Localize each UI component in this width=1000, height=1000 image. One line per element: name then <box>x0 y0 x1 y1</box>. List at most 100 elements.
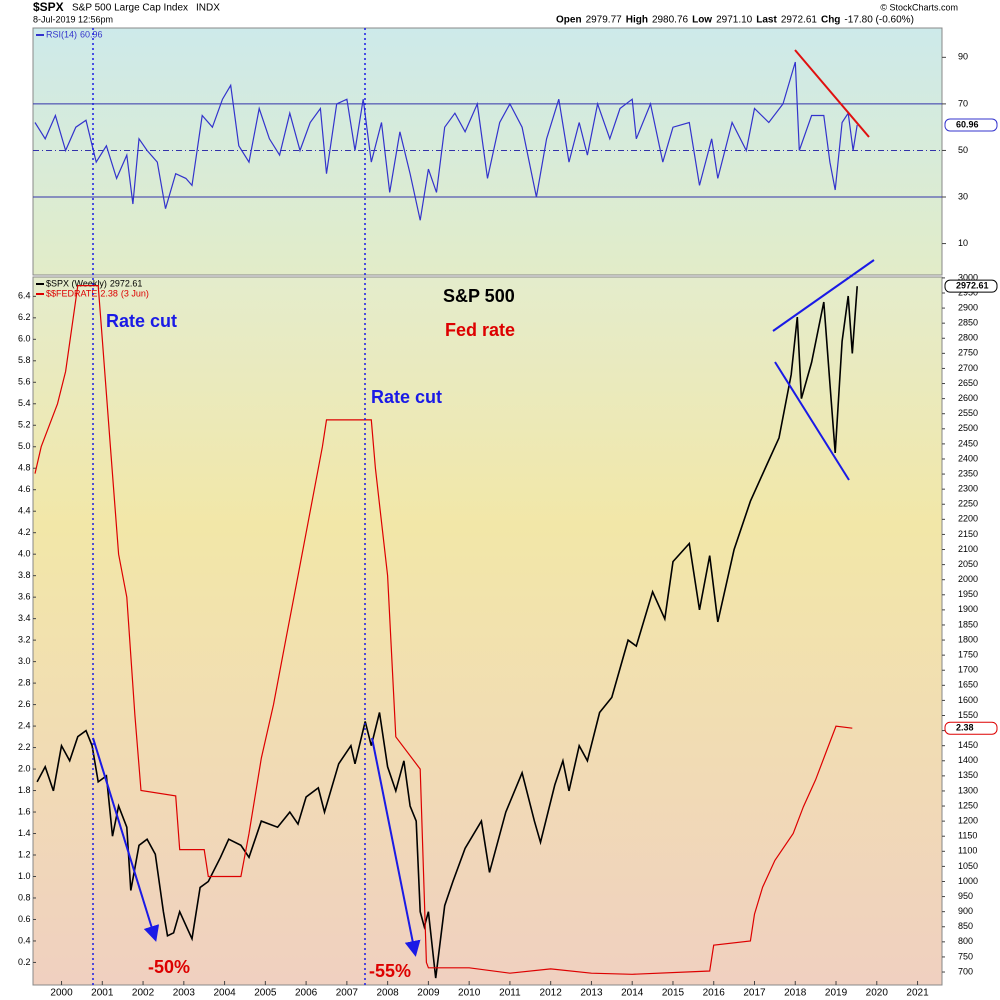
y-tick-label: 70 <box>958 98 968 108</box>
y2-tick-label: 1850 <box>958 619 978 629</box>
x-tick-label: 2015 <box>662 988 685 999</box>
quote-label: Low <box>692 15 712 26</box>
y2-tick-label: 1700 <box>958 665 978 675</box>
y2-tick-label: 2850 <box>958 318 978 328</box>
y2-tick-label: 1950 <box>958 589 978 599</box>
y2-tick-label: 2050 <box>958 559 978 569</box>
y2-tick-label: 1650 <box>958 680 978 690</box>
last-value-badge <box>944 721 998 735</box>
last-value-badge <box>944 118 998 132</box>
y-tick-label: 2.2 <box>18 742 31 752</box>
y2-tick-label: 2500 <box>958 423 978 433</box>
y-tick-label: 90 <box>958 52 968 62</box>
last-value: 60.96 <box>956 119 979 129</box>
y2-tick-label: 1550 <box>958 710 978 720</box>
x-tick-label: 2012 <box>540 988 563 999</box>
y-tick-label: 5.2 <box>18 420 31 430</box>
y2-tick-label: 2550 <box>958 408 978 418</box>
y-tick-label: 3.4 <box>18 613 31 623</box>
date: 8-Jul-2019 12:56pm <box>33 14 113 24</box>
annotation: -55% <box>369 961 411 981</box>
quote-value: -17.80 (-0.60%) <box>844 15 913 26</box>
x-tick-label: 2021 <box>906 988 929 999</box>
x-tick-label: 2013 <box>580 988 603 999</box>
y2-tick-label: 1150 <box>958 831 977 841</box>
y2-tick-label: 1800 <box>958 634 978 644</box>
last-value-badge <box>944 279 998 293</box>
quote: Open 2979.77 High 2980.76 Low 2971.10 Last 2972… <box>556 15 914 26</box>
quote-value: 2971.10 <box>716 15 753 26</box>
y2-tick-label: 1100 <box>958 846 977 856</box>
y2-tick-label: 2200 <box>958 514 978 524</box>
annotation: -50% <box>148 957 190 977</box>
y-tick-label: 2.0 <box>18 763 31 773</box>
y-tick-label: 2.8 <box>18 677 31 687</box>
y2-tick-label: 1350 <box>958 770 978 780</box>
trend-line <box>772 259 875 332</box>
index-name: S&P 500 Large Cap Index <box>72 3 188 14</box>
y-tick-label: 4.4 <box>18 506 31 516</box>
legend-value: 60.96 <box>80 29 103 39</box>
legend-swatch <box>36 293 44 295</box>
y-tick-label: 4.0 <box>18 549 31 559</box>
y2-tick-label: 2350 <box>958 468 978 478</box>
y2-tick-label: 3000 <box>958 272 978 282</box>
y2-tick-label: 2250 <box>958 499 978 509</box>
series-line <box>34 61 858 221</box>
x-tick-label: 2006 <box>295 988 318 999</box>
y-tick-label: 0.6 <box>18 914 31 924</box>
y-tick-label: 1.4 <box>18 828 31 838</box>
y-tick-label: 0.4 <box>18 935 31 945</box>
y2-tick-label: 2700 <box>958 363 978 373</box>
y-tick-label: 6.2 <box>18 312 31 322</box>
y-tick-label: 1.8 <box>18 785 31 795</box>
y2-tick-label: 2000 <box>958 574 978 584</box>
annotation: S&P 500 <box>443 286 515 306</box>
y-tick-label: 4.8 <box>18 463 31 473</box>
y-tick-label: 50 <box>958 145 968 155</box>
rsi-panel <box>32 27 943 276</box>
x-tick-label: 2018 <box>784 988 807 999</box>
y2-tick-label: 2600 <box>958 393 978 403</box>
y-tick-label: 30 <box>958 191 968 201</box>
y-tick-label: 5.4 <box>18 398 31 408</box>
y-tick-label: 0.8 <box>18 892 31 902</box>
y-tick-label: 1.2 <box>18 849 31 859</box>
y2-tick-label: 1300 <box>958 785 978 795</box>
quote-label: Last <box>756 15 777 26</box>
y-tick-label: 3.0 <box>18 656 31 666</box>
quote-value: 2980.76 <box>652 15 689 26</box>
annotation: Fed rate <box>445 320 515 340</box>
y2-tick-label: 1250 <box>958 800 978 810</box>
annotation: Rate cut <box>371 387 442 407</box>
y2-tick-label: 850 <box>958 921 973 931</box>
y2-tick-label: 950 <box>958 891 973 901</box>
series-line <box>34 285 853 975</box>
x-tick-label: 2005 <box>254 988 277 999</box>
y-tick-label: 5.6 <box>18 377 31 387</box>
y2-tick-label: 1600 <box>958 695 978 705</box>
y2-tick-label: 1000 <box>958 876 978 886</box>
x-tick-label: 2020 <box>866 988 889 999</box>
y-tick-label: 1.6 <box>18 806 31 816</box>
y2-tick-label: 1400 <box>958 755 978 765</box>
y2-tick-label: 700 <box>958 966 973 976</box>
x-tick-label: 2019 <box>825 988 848 999</box>
quote-label: Open <box>556 15 582 26</box>
x-tick-label: 2003 <box>173 988 196 999</box>
legend-label: RSI(14) <box>46 29 77 39</box>
y2-tick-label: 800 <box>958 936 973 946</box>
y2-tick-label: 2300 <box>958 484 978 494</box>
quote-label: High <box>626 15 648 26</box>
x-tick-label: 2014 <box>621 988 644 999</box>
y-tick-label: 3.6 <box>18 592 31 602</box>
y-tick-label: 4.2 <box>18 527 31 537</box>
series-line <box>36 286 858 979</box>
trend-line <box>794 49 870 138</box>
arrow <box>371 737 421 957</box>
y2-tick-label: 1450 <box>958 740 978 750</box>
legend-swatch <box>36 283 44 285</box>
legend-note: (3 Jun) <box>121 288 149 298</box>
y2-tick-label: 750 <box>958 951 973 961</box>
last-value: 2.38 <box>956 723 974 733</box>
